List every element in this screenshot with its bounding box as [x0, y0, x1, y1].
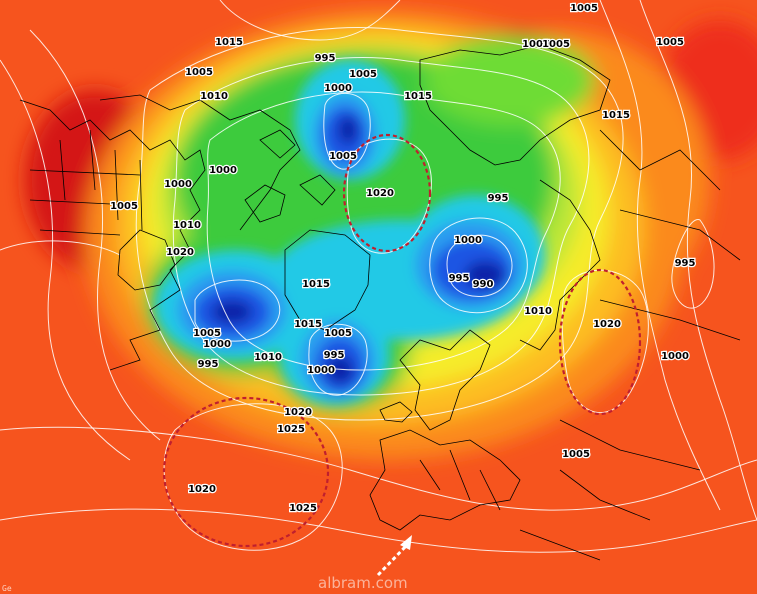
- pointer-arrow-icon: [376, 535, 412, 577]
- isobar-label: 1005: [349, 69, 377, 80]
- anomaly-highlights: [162, 133, 642, 548]
- coastline-iceland: [379, 401, 413, 423]
- isobar-line: [219, 0, 401, 41]
- isobar-label: 1005: [522, 39, 550, 50]
- isobar-label: 1005: [324, 328, 352, 339]
- coastline-siberia: [419, 44, 611, 166]
- isobar-label: 1005: [185, 67, 213, 78]
- isobar-label: 1010: [200, 91, 228, 102]
- isobar-label: 1015: [404, 91, 432, 102]
- isobar-line: [172, 56, 590, 396]
- isobar-line: [206, 91, 561, 371]
- isobar-line: [346, 138, 432, 254]
- isobar-label: 1015: [602, 110, 630, 121]
- isobar-line: [561, 269, 649, 413]
- isobar-line: [639, 0, 757, 521]
- isobar-label: 1020: [366, 188, 394, 199]
- isobar-label: 1005: [562, 449, 590, 460]
- isobar-label: 1005: [193, 328, 221, 339]
- isobar-label: 1000: [164, 179, 192, 190]
- isobar-label: 990: [473, 279, 494, 290]
- coastline-arctic: [244, 129, 336, 223]
- isobar-label: 1020: [166, 247, 194, 258]
- arrow-shaft: [376, 542, 410, 577]
- isobar-label: 1020: [284, 407, 312, 418]
- isobar-label: 1010: [173, 220, 201, 231]
- isobar-label: 1005: [570, 3, 598, 14]
- isobar-label: 1000: [209, 165, 237, 176]
- dark-blue-low-north: [338, 116, 358, 144]
- watermark: albram.com: [318, 574, 408, 592]
- isobar-label: 995: [315, 53, 336, 64]
- isobar-line: [0, 508, 757, 553]
- border-line: [419, 449, 651, 561]
- dark-blue-low-south: [326, 356, 354, 384]
- isobar-line: [323, 92, 371, 170]
- isobar-label: 1000: [324, 83, 352, 94]
- coastline-hudson: [117, 229, 176, 291]
- isobar-line: [0, 59, 131, 461]
- isobar-line: [135, 27, 624, 421]
- green-north: [425, 35, 595, 125]
- isobar-line: [446, 234, 513, 297]
- isobar-line: [308, 323, 368, 396]
- dark-blue-low-east: [465, 261, 505, 289]
- isobar-label: 1000: [307, 365, 335, 376]
- isobar-label: 1015: [294, 319, 322, 330]
- isobar-line: [194, 279, 281, 342]
- isobar-label: 1005: [542, 39, 570, 50]
- coastline-north-america: [99, 94, 301, 231]
- coastline-north-america: [19, 99, 206, 371]
- isobar-label: 995: [324, 350, 345, 361]
- isobar-line: [671, 219, 715, 309]
- isobar-label: 1025: [289, 503, 317, 514]
- isobar-label: 1015: [215, 37, 243, 48]
- isobar-label: 1010: [524, 306, 552, 317]
- isobar-label: 1000: [454, 235, 482, 246]
- isobar-line: [429, 217, 528, 314]
- isobar-label: 995: [488, 193, 509, 204]
- high-pressure-ring-siberia: [558, 268, 642, 416]
- isobar-label: 1000: [661, 351, 689, 362]
- isobar-label: 1025: [277, 424, 305, 435]
- coastline-europe: [369, 429, 521, 531]
- high-pressure-ring-atlantic: [162, 396, 330, 548]
- isobar-label: 995: [675, 258, 696, 269]
- isobar-label: 1005: [656, 37, 684, 48]
- isobar-line: [29, 29, 161, 441]
- coastline-scandinavia: [399, 329, 491, 431]
- isobar-label: 1005: [329, 151, 357, 162]
- arrow-head: [400, 535, 412, 550]
- corner-mark: Ge: [2, 584, 12, 593]
- isobar-line: [599, 0, 721, 511]
- dark-blue-low-west: [212, 300, 252, 324]
- isobar-label: 1020: [188, 484, 216, 495]
- border-line: [29, 129, 143, 236]
- isobar-label: 1000: [203, 339, 231, 350]
- coastline-greenland: [284, 229, 371, 331]
- isobar-label: 1010: [254, 352, 282, 363]
- coastlines: [19, 44, 741, 561]
- isobar-label: 1020: [593, 319, 621, 330]
- isobar-line: [0, 426, 757, 511]
- isobar-label: 995: [449, 273, 470, 284]
- border-line: [559, 129, 741, 471]
- high-pressure-ring-arctic: [342, 133, 432, 253]
- isobar-label: 995: [198, 359, 219, 370]
- isobar-label: 1005: [110, 201, 138, 212]
- isobar-line: [0, 240, 121, 256]
- isobar-label: 1015: [302, 279, 330, 290]
